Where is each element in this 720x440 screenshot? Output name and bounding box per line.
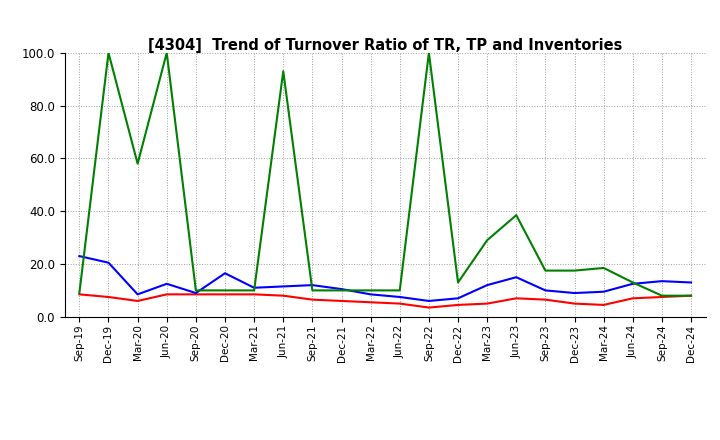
Trade Payables (425, 298, 433, 304)
Trade Payables (104, 260, 113, 265)
Line: Trade Receivables: Trade Receivables (79, 294, 691, 308)
Trade Receivables (657, 294, 666, 300)
Trade Receivables (133, 298, 142, 304)
Trade Receivables (395, 301, 404, 306)
Trade Payables (541, 288, 550, 293)
Trade Receivables (220, 292, 229, 297)
Trade Payables (337, 286, 346, 292)
Trade Payables (454, 296, 462, 301)
Inventories (192, 288, 200, 293)
Trade Payables (687, 280, 696, 285)
Trade Receivables (687, 293, 696, 298)
Inventories (395, 288, 404, 293)
Trade Payables (395, 294, 404, 300)
Trade Receivables (279, 293, 287, 298)
Inventories (308, 288, 317, 293)
Trade Receivables (104, 294, 113, 300)
Title: [4304]  Trend of Turnover Ratio of TR, TP and Inventories: [4304] Trend of Turnover Ratio of TR, TP… (148, 38, 622, 53)
Trade Payables (570, 290, 579, 296)
Trade Receivables (366, 300, 375, 305)
Trade Payables (192, 290, 200, 296)
Trade Receivables (629, 296, 637, 301)
Inventories (512, 213, 521, 218)
Trade Payables (133, 292, 142, 297)
Trade Payables (279, 284, 287, 289)
Inventories (337, 288, 346, 293)
Inventories (163, 50, 171, 55)
Trade Payables (75, 253, 84, 259)
Inventories (687, 293, 696, 298)
Trade Payables (512, 275, 521, 280)
Inventories (279, 69, 287, 74)
Inventories (75, 290, 84, 296)
Trade Receivables (425, 305, 433, 310)
Trade Payables (366, 292, 375, 297)
Inventories (541, 268, 550, 273)
Inventories (629, 280, 637, 285)
Trade Receivables (192, 292, 200, 297)
Trade Payables (483, 282, 492, 288)
Trade Payables (250, 285, 258, 290)
Inventories (454, 280, 462, 285)
Trade Receivables (570, 301, 579, 306)
Trade Receivables (75, 292, 84, 297)
Trade Receivables (483, 301, 492, 306)
Trade Payables (308, 282, 317, 288)
Inventories (133, 161, 142, 166)
Inventories (104, 50, 113, 55)
Inventories (220, 288, 229, 293)
Trade Receivables (512, 296, 521, 301)
Inventories (425, 50, 433, 55)
Trade Payables (657, 279, 666, 284)
Trade Receivables (163, 292, 171, 297)
Trade Receivables (454, 302, 462, 308)
Line: Trade Payables: Trade Payables (79, 256, 691, 301)
Inventories (599, 265, 608, 271)
Trade Payables (220, 271, 229, 276)
Line: Inventories: Inventories (79, 53, 691, 296)
Trade Payables (163, 281, 171, 286)
Trade Payables (629, 281, 637, 286)
Trade Payables (599, 289, 608, 294)
Inventories (483, 238, 492, 243)
Inventories (250, 288, 258, 293)
Inventories (657, 293, 666, 298)
Trade Receivables (337, 298, 346, 304)
Trade Receivables (541, 297, 550, 302)
Inventories (570, 268, 579, 273)
Trade Receivables (250, 292, 258, 297)
Trade Receivables (308, 297, 317, 302)
Trade Receivables (599, 302, 608, 308)
Inventories (366, 288, 375, 293)
